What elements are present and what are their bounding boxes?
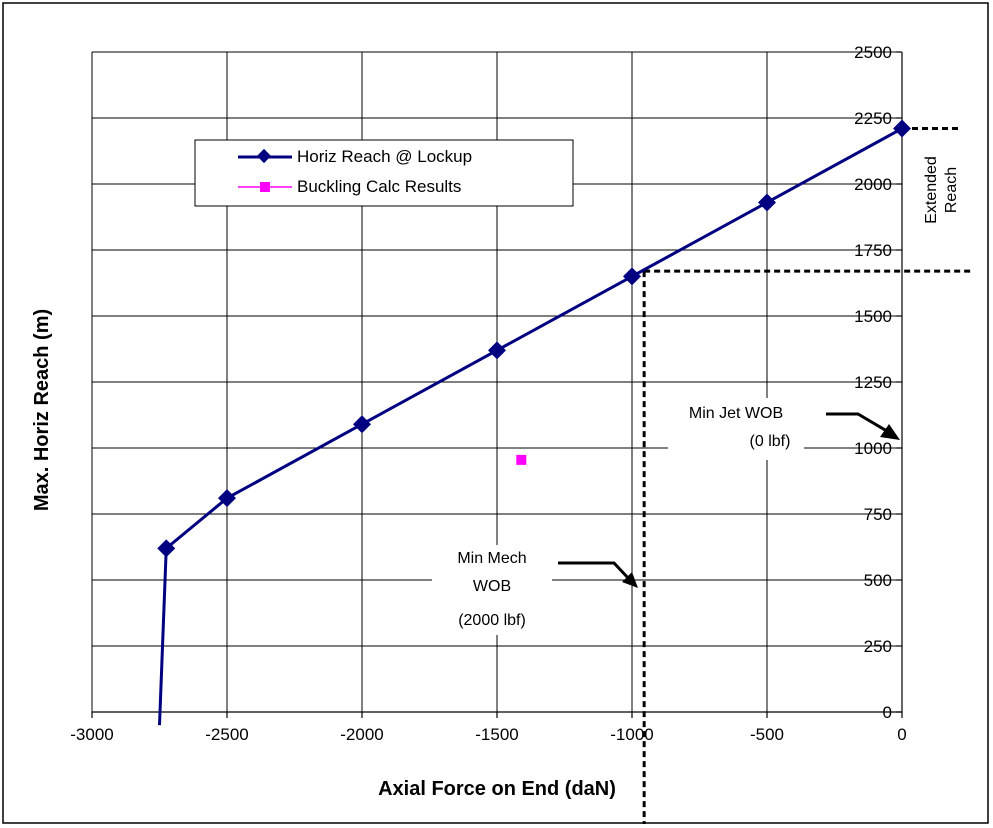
annotation-extended-reach-line1: Extended: [923, 156, 940, 224]
y-tick-label: 2500: [854, 43, 892, 62]
data-point-reach: [488, 341, 506, 360]
annotation-min-mech-wob-bg: [432, 545, 552, 635]
annotation-min-mech-wob-line1: Min Mech: [457, 550, 526, 567]
y-axis-title: Max. Horiz Reach (m): [31, 309, 53, 511]
y-tick-label: 2000: [854, 175, 892, 194]
x-tick-label: -2000: [340, 725, 383, 744]
annotation-min-mech-wob-line3: (2000 lbf): [458, 612, 526, 629]
annotation-extended-reach-line2: Reach: [943, 167, 960, 213]
x-tick-label: 0: [897, 725, 906, 744]
data-point-reach: [218, 489, 236, 508]
guide-lines: [642, 127, 972, 824]
y-tick-label: 1750: [854, 241, 892, 260]
legend-marker-reach: [256, 148, 272, 164]
y-tick-label: 250: [864, 637, 892, 656]
x-tick-label: -3000: [70, 725, 113, 744]
legend-label-buckling: Buckling Calc Results: [297, 177, 461, 196]
annotation-min-mech-wob-arrowhead: [622, 572, 638, 588]
legend-label-reach: Horiz Reach @ Lockup: [297, 147, 472, 166]
series: [157, 119, 911, 726]
annotation-min-jet-wob-arrowhead: [880, 424, 900, 440]
axes: [91, 51, 903, 718]
legend-marker-buckling: [260, 182, 270, 192]
data-point-buckling: [516, 454, 527, 465]
data-point-reach: [758, 193, 776, 212]
legend-box: [194, 139, 574, 207]
annotation-min-jet-wob-line2: (0 lbf): [750, 433, 791, 450]
annotation-min-jet-wob-line1: Min Jet WOB: [689, 405, 783, 422]
data-point-reach: [353, 415, 371, 434]
data-point-reach: [893, 119, 911, 138]
series-line-0: [158, 127, 903, 726]
y-tick-label: 1500: [854, 307, 892, 326]
x-tick-label: -500: [750, 725, 784, 744]
annotation-min-mech-wob: Min Mech WOB (2000 lbf): [432, 545, 638, 635]
x-tick-label: -2500: [205, 725, 248, 744]
annotation-extended-reach: Extended Reach: [923, 156, 960, 224]
y-tick-labels: 0 250 500 750 1000 1250 1500 1750 2000 2250 2500: [854, 43, 892, 722]
y-tick-label: 2250: [854, 109, 892, 128]
y-tick-label: 500: [864, 571, 892, 590]
data-point-reach: [623, 267, 641, 286]
y-tick-label: 750: [864, 505, 892, 524]
x-tick-labels: -3000 -2500 -2000 -1500 -1000 -500 0: [70, 725, 906, 744]
x-axis-title: Axial Force on End (daN): [378, 778, 616, 800]
y-tick-label: 1000: [854, 439, 892, 458]
annotation-min-mech-wob-arrow: [558, 561, 632, 582]
annotation-min-jet-wob: Min Jet WOB (0 lbf): [668, 398, 900, 460]
data-point-reach: [157, 539, 176, 558]
annotation-min-jet-wob-arrow: [826, 412, 893, 436]
x-tick-label: -1500: [475, 725, 518, 744]
legend: Horiz Reach @ Lockup Buckling Calc Resul…: [194, 139, 574, 207]
annotation-min-mech-wob-line2: WOB: [473, 578, 511, 595]
y-tick-label: 0: [883, 703, 892, 722]
annotation-min-jet-wob-bg: [668, 398, 804, 460]
x-tick-label: -1000: [610, 725, 653, 744]
y-tick-label: 1250: [854, 373, 892, 392]
